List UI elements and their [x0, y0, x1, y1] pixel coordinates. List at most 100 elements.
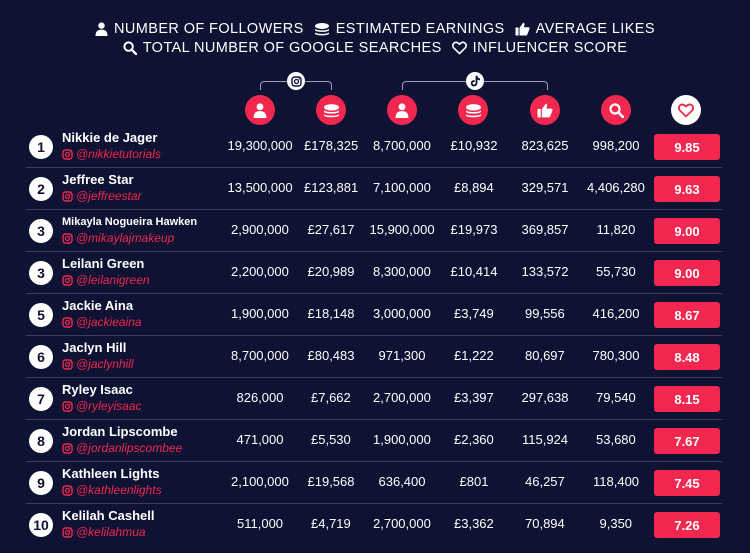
- rank-badge: 5: [29, 303, 53, 327]
- influencer-handle: @nikkietutorials: [62, 147, 161, 161]
- legend-likes: AVERAGE LIKES: [515, 21, 655, 37]
- searches-value: 416,200: [592, 306, 640, 321]
- tt-followers-value: 636,400: [378, 474, 426, 489]
- ig-followers-value: 2,200,000: [231, 264, 289, 279]
- searches-value: 998,200: [592, 138, 640, 153]
- searches-value: 118,400: [593, 474, 640, 489]
- instagram-icon: [62, 190, 73, 202]
- tt-followers-value: 8,300,000: [373, 264, 431, 279]
- searches-value: 55,730: [596, 264, 636, 279]
- table-row-6: 6 Jaclyn Hill @jaclynhill 8,700,000 £80,…: [26, 336, 722, 378]
- table-row-9: 9 Kathleen Lights @kathleenlights 2,100,…: [26, 462, 722, 504]
- handle-text: @ryleyisaac: [76, 399, 142, 413]
- table-row-5: 5 Jackie Aina @jackieaina 1,900,000 £18,…: [26, 294, 722, 336]
- table-row-2: 2 Jeffree Star @jeffreestar 13,500,000 £…: [26, 168, 722, 210]
- search-icon: [608, 102, 624, 118]
- tiktok-group: [402, 72, 548, 90]
- col-icon-tt-followers: [387, 95, 417, 125]
- col-icon-tt-earnings: [458, 95, 488, 125]
- legend-followers: NUMBER OF FOLLOWERS: [95, 21, 304, 37]
- legend-followers-label: NUMBER OF FOLLOWERS: [114, 21, 304, 37]
- table-row-8: 8 Jordan Lipscombe @jordanlipscombee 471…: [26, 420, 722, 462]
- table-row-3: 3 Mikayla Nogueira Hawken @mikaylajmakeu…: [26, 210, 722, 252]
- influencer-name: Ryley Isaac: [62, 382, 133, 397]
- ig-followers-value: 2,100,000: [231, 474, 289, 489]
- legend-searches: TOTAL NUMBER OF GOOGLE SEARCHES: [123, 40, 442, 56]
- handle-text: @leilanigreen: [76, 273, 150, 287]
- rank-badge: 3: [29, 261, 53, 285]
- ig-earnings-value: £178,325: [304, 138, 359, 153]
- ig-earnings-value: £19,568: [307, 474, 355, 489]
- influencer-handle: @jordanlipscombee: [62, 441, 182, 455]
- likes-value: 80,697: [525, 348, 565, 363]
- instagram-icon: [62, 148, 73, 160]
- rank-badge: 2: [29, 177, 53, 201]
- influencer-handle: @leilanigreen: [62, 273, 150, 287]
- heart-outline-icon: [678, 103, 694, 117]
- ig-earnings-value: £27,617: [307, 222, 355, 237]
- tt-earnings-value: £10,932: [450, 138, 498, 153]
- likes-value: 115,924: [522, 432, 569, 447]
- instagram-icon: [287, 72, 305, 90]
- legend-score: INFLUENCER SCORE: [451, 40, 628, 56]
- score-badge: 8.15: [654, 386, 720, 412]
- ig-earnings-value: £18,148: [307, 306, 355, 321]
- thumbs-up-icon: [537, 103, 553, 117]
- instagram-group: [260, 72, 332, 90]
- instagram-icon: [62, 232, 73, 244]
- search-icon: [123, 41, 137, 55]
- table-row-4: 3 Leilani Green @leilanigreen 2,200,000 …: [26, 252, 722, 294]
- handle-text: @mikaylajmakeup: [76, 231, 175, 245]
- searches-value: 9,350: [599, 516, 633, 531]
- instagram-icon: [62, 400, 73, 412]
- ig-earnings-value: £20,989: [307, 264, 355, 279]
- influencer-name: Jaclyn Hill: [62, 340, 127, 355]
- ig-followers-value: 1,900,000: [231, 306, 289, 321]
- handle-text: @jeffreestar: [76, 189, 142, 203]
- tt-followers-value: 971,300: [378, 348, 426, 363]
- ig-followers-value: 471,000: [236, 432, 284, 447]
- table-row-1: 1 Nikkie de Jager @nikkietutorials 19,30…: [26, 126, 722, 168]
- tiktok-icon: [466, 72, 484, 90]
- col-icon-ig-followers: [245, 95, 275, 125]
- influencer-handle: @jeffreestar: [62, 189, 142, 203]
- rank-badge: 6: [29, 345, 53, 369]
- person-icon: [95, 22, 108, 36]
- tt-followers-value: 15,900,000: [369, 222, 435, 237]
- influencer-name: Jackie Aina: [62, 298, 134, 313]
- instagram-icon: [62, 442, 73, 454]
- legend-row-2: TOTAL NUMBER OF GOOGLE SEARCHES INFLUENC…: [0, 40, 750, 56]
- ig-followers-value: 826,000: [236, 390, 284, 405]
- person-icon: [395, 102, 409, 118]
- ranking-table: 1 Nikkie de Jager @nikkietutorials 19,30…: [26, 126, 722, 546]
- influencer-name: Kathleen Lights: [62, 466, 160, 481]
- score-badge: 9.00: [654, 260, 720, 286]
- likes-value: 99,556: [525, 306, 565, 321]
- searches-value: 4,406,280: [587, 180, 645, 195]
- legend-row-1: NUMBER OF FOLLOWERS ESTIMATED EARNINGS A…: [0, 21, 750, 37]
- ig-earnings-value: £123,881: [304, 180, 359, 195]
- influencer-handle: @jaclynhill: [62, 357, 134, 371]
- score-badge: 7.26: [654, 512, 720, 538]
- influencer-handle: @mikaylajmakeup: [62, 231, 174, 245]
- ig-followers-value: 13,500,000: [227, 180, 293, 195]
- influencer-name: Nikkie de Jager: [62, 130, 158, 145]
- ig-earnings-value: £4,719: [311, 516, 351, 531]
- influencer-name: Kelilah Cashell: [62, 508, 155, 523]
- tt-earnings-value: £10,414: [450, 264, 498, 279]
- legend-searches-label: TOTAL NUMBER OF GOOGLE SEARCHES: [142, 40, 442, 56]
- searches-value: 53,680: [596, 432, 636, 447]
- col-icon-searches: [601, 95, 631, 125]
- thumbs-up-icon: [515, 22, 530, 36]
- likes-value: 70,894: [525, 516, 565, 531]
- rank-badge: 3: [29, 219, 53, 243]
- rank-badge: 8: [29, 429, 53, 453]
- instagram-icon: [62, 274, 73, 286]
- tt-followers-value: 3,000,000: [373, 306, 431, 321]
- legend-score-label: INFLUENCER SCORE: [472, 40, 628, 56]
- ig-followers-value: 8,700,000: [231, 348, 289, 363]
- searches-value: 780,300: [592, 348, 640, 363]
- coins-icon: [465, 103, 481, 117]
- tt-earnings-value: £3,362: [454, 516, 494, 531]
- searches-value: 79,540: [596, 390, 636, 405]
